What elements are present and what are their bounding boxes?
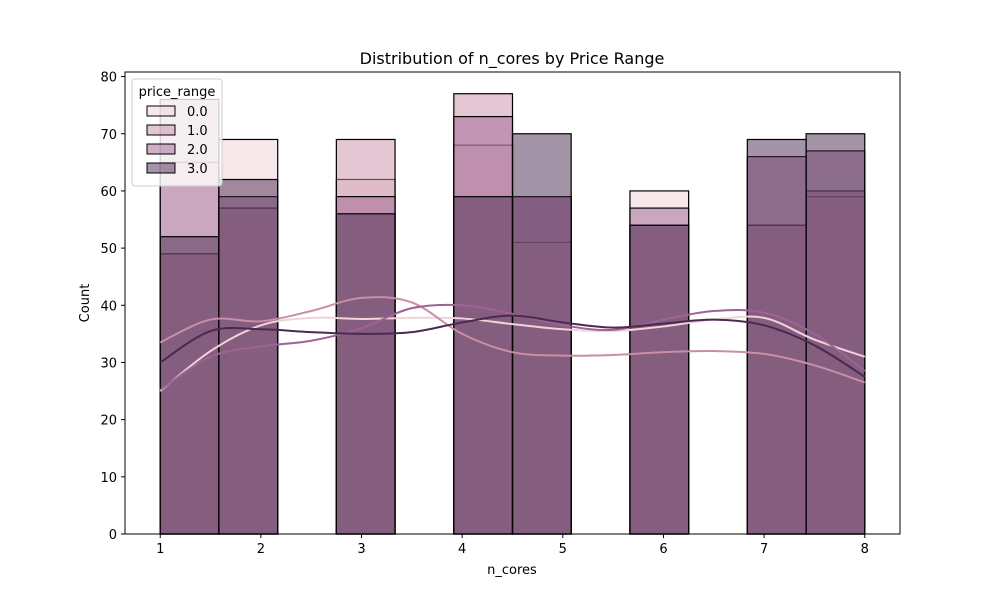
kde-line-series0 (159, 315, 866, 392)
legend-entries: 0.0 1.0 2.0 3.0 (146, 105, 208, 177)
x-tick-label: 2 (257, 542, 265, 557)
y-tick-label: 50 (100, 242, 117, 257)
legend-swatch-1 (146, 124, 176, 136)
legend-label-2: 2.0 (187, 143, 208, 158)
y-tick-label: 40 (100, 299, 117, 314)
bar-series3-bin6 (511, 133, 572, 535)
legend: price_range 0.0 1.0 2.0 3.0 (131, 78, 223, 187)
bar-series3-bin5 (453, 196, 514, 535)
y-tick-label: 10 (100, 471, 117, 486)
x-tick-label: 6 (659, 542, 667, 557)
plot-frame (124, 71, 901, 535)
legend-swatch-3 (146, 162, 176, 174)
kde-line-series1 (159, 296, 866, 384)
y-tick-label: 70 (100, 128, 117, 143)
chart-title: Distribution of n_cores by Price Range (360, 49, 665, 69)
kde-line-series3 (159, 314, 866, 378)
x-tick-label: 5 (559, 542, 567, 557)
x-tick-label: 1 (156, 542, 164, 557)
kde-lines-layer (159, 296, 866, 392)
y-axis-ticks: 0 10 20 30 40 50 60 70 80 (100, 71, 125, 543)
legend-swatch-2 (146, 143, 176, 155)
y-tick-label: 80 (100, 71, 117, 86)
x-axis-label: n_cores (487, 563, 537, 578)
legend-swatch-0 (146, 105, 176, 117)
legend-label-3: 3.0 (187, 162, 208, 177)
x-axis-ticks: 1 2 3 4 5 6 7 8 (156, 534, 869, 557)
bar-series3-bin1 (218, 178, 279, 535)
y-tick-label: 30 (100, 356, 117, 371)
kde-line-series2 (159, 303, 866, 391)
legend-title: price_range (139, 85, 216, 100)
x-tick-label: 7 (760, 542, 768, 557)
x-tick-label: 8 (861, 542, 869, 557)
y-axis-label: Count (78, 284, 93, 323)
bar-series3-bin3 (335, 213, 396, 535)
y-tick-label: 60 (100, 185, 117, 200)
bar-series3-bin0 (159, 236, 220, 535)
y-tick-label: 0 (109, 528, 117, 543)
bars-layer (159, 93, 866, 535)
y-tick-label: 20 (100, 414, 117, 429)
legend-label-1: 1.0 (187, 124, 208, 139)
bar-series3-bin8 (629, 224, 690, 535)
legend-label-0: 0.0 (187, 105, 208, 120)
x-tick-label: 3 (357, 542, 365, 557)
x-tick-label: 4 (458, 542, 466, 557)
